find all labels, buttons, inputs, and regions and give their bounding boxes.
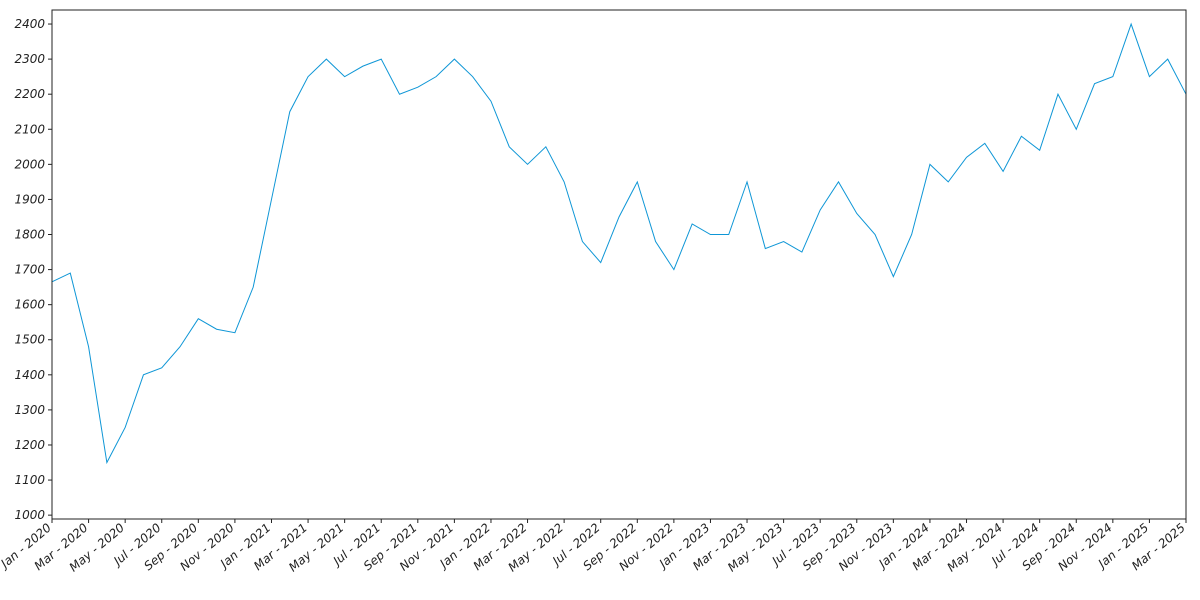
y-tick-label: 1800: [14, 228, 45, 242]
line-series: [51, 22, 1187, 465]
y-tick-label: 1400: [14, 368, 45, 382]
y-tick-label: 1100: [14, 473, 45, 487]
y-tick-label: 2000: [14, 157, 45, 171]
y-tick-label: 1600: [14, 298, 45, 312]
plot-frame: [51, 9, 1187, 520]
y-tick-label: 1000: [14, 508, 45, 522]
y-tick-label: 2400: [14, 17, 45, 31]
y-tick-label: 2300: [14, 52, 45, 66]
y-tick-label: 2200: [14, 87, 45, 101]
y-tick-label: 1700: [14, 263, 45, 277]
y-tick-label: 1200: [14, 438, 45, 452]
y-tick-label: 2100: [14, 122, 45, 136]
y-tick-label: 1500: [14, 333, 45, 347]
y-tick-label: 1300: [14, 403, 45, 417]
y-tick-label: 1900: [14, 192, 45, 206]
